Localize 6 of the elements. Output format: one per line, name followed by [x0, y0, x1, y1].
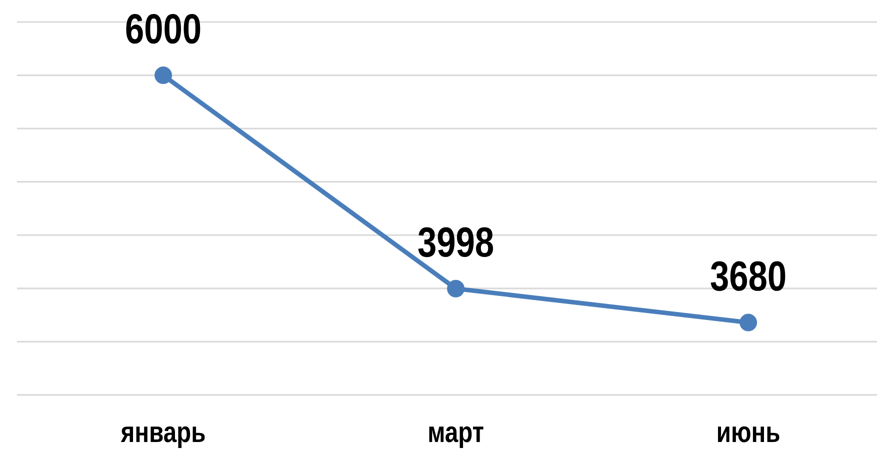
data-label: 6000 — [126, 14, 200, 44]
x-tick-label: январь — [120, 426, 205, 448]
data-label: 3998 — [418, 227, 494, 258]
data-label: 3680 — [710, 261, 786, 291]
x-tick-label: июнь — [718, 426, 780, 442]
x-tick-label: март — [429, 426, 484, 448]
